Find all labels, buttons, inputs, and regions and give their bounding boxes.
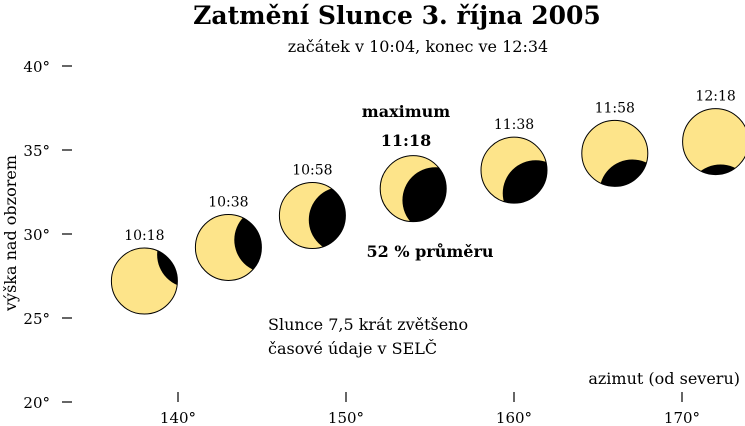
y-tick-label: 35° <box>23 142 50 160</box>
x-axis-label: azimut (od severu) <box>588 369 740 388</box>
moon-shadow <box>402 167 447 222</box>
moon-shadow <box>502 160 547 204</box>
y-tick-label: 25° <box>23 310 50 328</box>
sun-outline <box>278 182 346 250</box>
x-tick-label: 140° <box>160 409 196 426</box>
note-scale: Slunce 7,5 krát zvětšeno <box>268 315 468 334</box>
y-tick-label: 20° <box>23 394 50 412</box>
time-label: 12:18 <box>695 89 735 105</box>
maximum-label: maximum <box>362 102 450 121</box>
x-ticks: 140° 150° 160° 170° <box>160 392 700 426</box>
y-tick-label: 40° <box>23 58 50 76</box>
time-label: 11:38 <box>494 117 534 133</box>
chart-subtitle: začátek v 10:04, konec ve 12:34 <box>288 37 548 56</box>
magnitude-label: 52 % průměru <box>366 241 493 261</box>
sun-outline <box>379 155 447 223</box>
y-tick-label: 30° <box>23 226 50 244</box>
y-ticks: 40° 35° 30° 25° 20° <box>23 58 72 412</box>
time-label: 10:58 <box>292 163 332 179</box>
x-tick-label: 170° <box>664 409 700 426</box>
sun-outline <box>682 108 745 176</box>
moon-shadow <box>599 159 648 187</box>
y-axis-label: výška nad obzorem <box>1 155 20 312</box>
moon-shadow <box>157 248 178 288</box>
sun-outline <box>581 119 649 187</box>
x-tick-label: 150° <box>328 409 364 426</box>
moon-shadow <box>308 186 346 249</box>
sun-phases: 10:18 10:38 10:58 11:38 11:58 12:18 <box>110 89 745 315</box>
maximum-time: 11:18 <box>381 131 431 150</box>
sun-outline <box>110 247 178 315</box>
time-label: 11:58 <box>595 100 635 116</box>
sun-outline <box>480 136 548 204</box>
sun-disc <box>682 108 745 175</box>
time-label: 10:18 <box>124 228 164 244</box>
x-tick-label: 160° <box>496 409 532 426</box>
note-timezone: časové údaje v SELČ <box>268 338 437 358</box>
time-label: 10:38 <box>208 194 248 210</box>
sun-outline <box>194 213 262 281</box>
chart-title: Zatmění Slunce 3. října 2005 <box>193 1 601 30</box>
